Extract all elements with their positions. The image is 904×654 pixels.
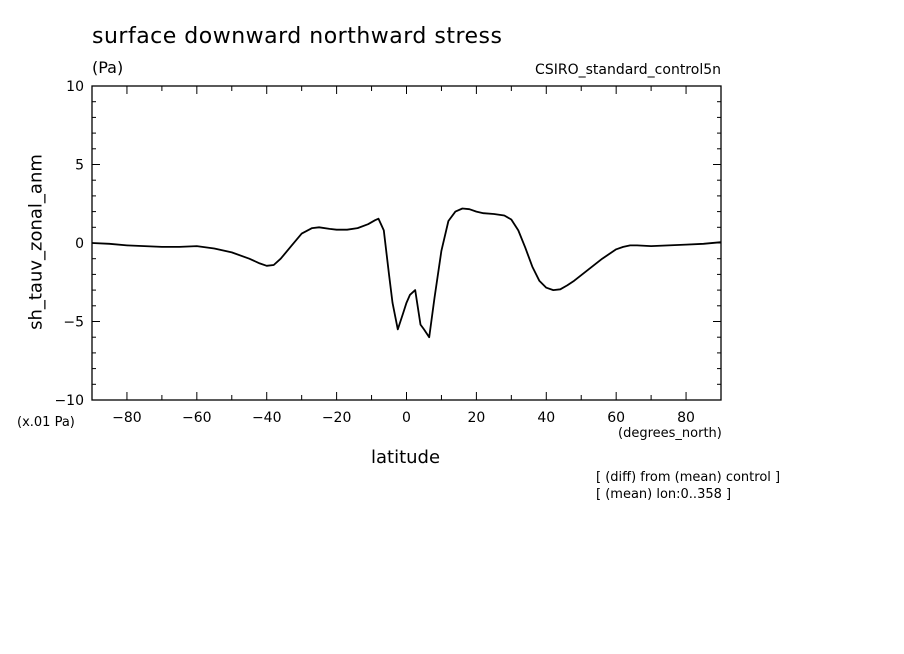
x-axis-units: (degrees_north) — [618, 426, 722, 441]
x-tick-label: 0 — [402, 410, 411, 426]
series-group — [91, 207, 722, 339]
series-line-0 — [91, 207, 722, 339]
x-tick-label: 20 — [467, 410, 485, 426]
x-tick-label: 40 — [537, 410, 555, 426]
y-tick-label: −5 — [63, 315, 84, 331]
note-mean: [ (mean) lon:0..358 ] — [596, 487, 732, 502]
y-scale-note: (x.01 Pa) — [17, 415, 75, 430]
x-tick-label: −60 — [182, 410, 212, 426]
chart-title: surface downward northward stress — [92, 24, 503, 49]
x-tick-label: 60 — [607, 410, 625, 426]
plot-frame — [91, 85, 722, 401]
y-tick-label: 5 — [75, 158, 84, 174]
chart-units: (Pa) — [92, 58, 124, 77]
x-tick-label: −20 — [322, 410, 352, 426]
dataset-label: CSIRO_standard_control5n — [535, 62, 721, 78]
x-tick-label: −40 — [252, 410, 282, 426]
axis-tick-labels: −80 −60 −40 −20 0 20 40 60 80 −10 −5 0 5 10 — [54, 79, 695, 426]
y-tick-label: 0 — [75, 236, 84, 252]
x-tick-label: −80 — [112, 410, 142, 426]
y-tick-label: 10 — [66, 79, 84, 95]
y-tick-label: −10 — [54, 393, 84, 409]
note-diff: [ (diff) from (mean) control ] — [596, 470, 781, 485]
axis-ticks — [91, 85, 722, 401]
x-tick-label: 80 — [677, 410, 695, 426]
x-axis-label: latitude — [371, 447, 441, 468]
